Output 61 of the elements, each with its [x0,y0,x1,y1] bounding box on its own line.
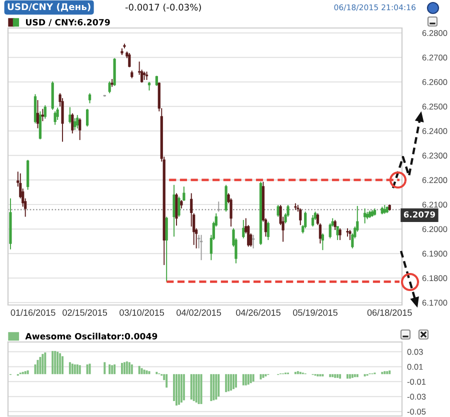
candlestick [348,230,352,241]
candlestick [78,118,82,141]
candlestick [200,234,203,261]
candlestick [108,80,111,94]
y-tick-label: 6.2800 [422,30,448,36]
candlestick [252,234,255,249]
candlestick [299,208,302,226]
candlestick [276,204,280,218]
y-tick-label: 6.2100 [422,202,448,208]
legend-label: Awesome Oscillator:0.0049 [25,332,158,340]
x-tick-label: 06/18/2015 [367,309,412,316]
candlestick [74,118,76,130]
candlestick [76,114,79,129]
x-tick-label: 01/16/2015 [10,309,56,316]
candlestick [38,110,42,140]
candlestick [71,112,74,134]
candlestick [364,208,366,224]
candlestick [68,106,72,124]
candlestick [86,108,89,128]
candlestick [54,110,56,126]
text: -0.0017 (-0.03%) [125,4,201,12]
y-tick-label: 6.2000 [422,226,448,232]
x-tick-label: 02/15/2015 [62,309,108,316]
candlestick [321,232,324,251]
y-tick-label: 0.01 [407,364,423,370]
candlestick [41,108,44,122]
x-tick-label: 03/10/2015 [120,309,164,316]
y-tick-label: 0.03 [407,348,423,355]
y-tick-label: 6.1900 [422,250,448,257]
candlestick [165,216,168,282]
legend-label: USD / CNY:6.2079 [26,18,110,26]
candlestick [44,104,46,120]
candlestick [224,184,228,212]
y-tick-label: 6.2200 [422,177,448,184]
candlestick [128,52,131,68]
x-tick-label: 04/02/2015 [176,309,222,316]
y-tick-label: 6.2400 [422,128,448,134]
y-tick-label: 6.2600 [422,79,448,86]
x-tick-label: 05/19/2015 [293,309,338,316]
candlestick [172,184,176,238]
y-tick-label: 6.2700 [422,54,448,61]
candlestick [334,219,336,230]
x-tick-label: 04/26/2015 [236,309,280,316]
y-tick-label: 6.2500 [422,104,448,110]
candlestick [175,192,178,226]
candlestick [178,196,180,218]
chart-title: USD/CNY (День) [8,3,90,12]
ref-line-label: 6.2079 [404,211,436,218]
candlestick [338,228,342,241]
candlestick [182,186,186,202]
y-tick-label: -0.05 [407,408,426,415]
y-tick-label: 6.1700 [422,300,448,306]
candlestick [88,92,92,104]
y-tick-label: 6.2300 [422,152,448,159]
candlestick [36,100,40,129]
y-tick-label: -0.01 [407,378,426,385]
y-tick-label: 6.1800 [422,275,448,282]
y-tick-label: -0.03 [407,394,426,400]
candlestick [266,221,270,241]
candlestick [242,219,245,239]
candlestick [311,214,314,228]
